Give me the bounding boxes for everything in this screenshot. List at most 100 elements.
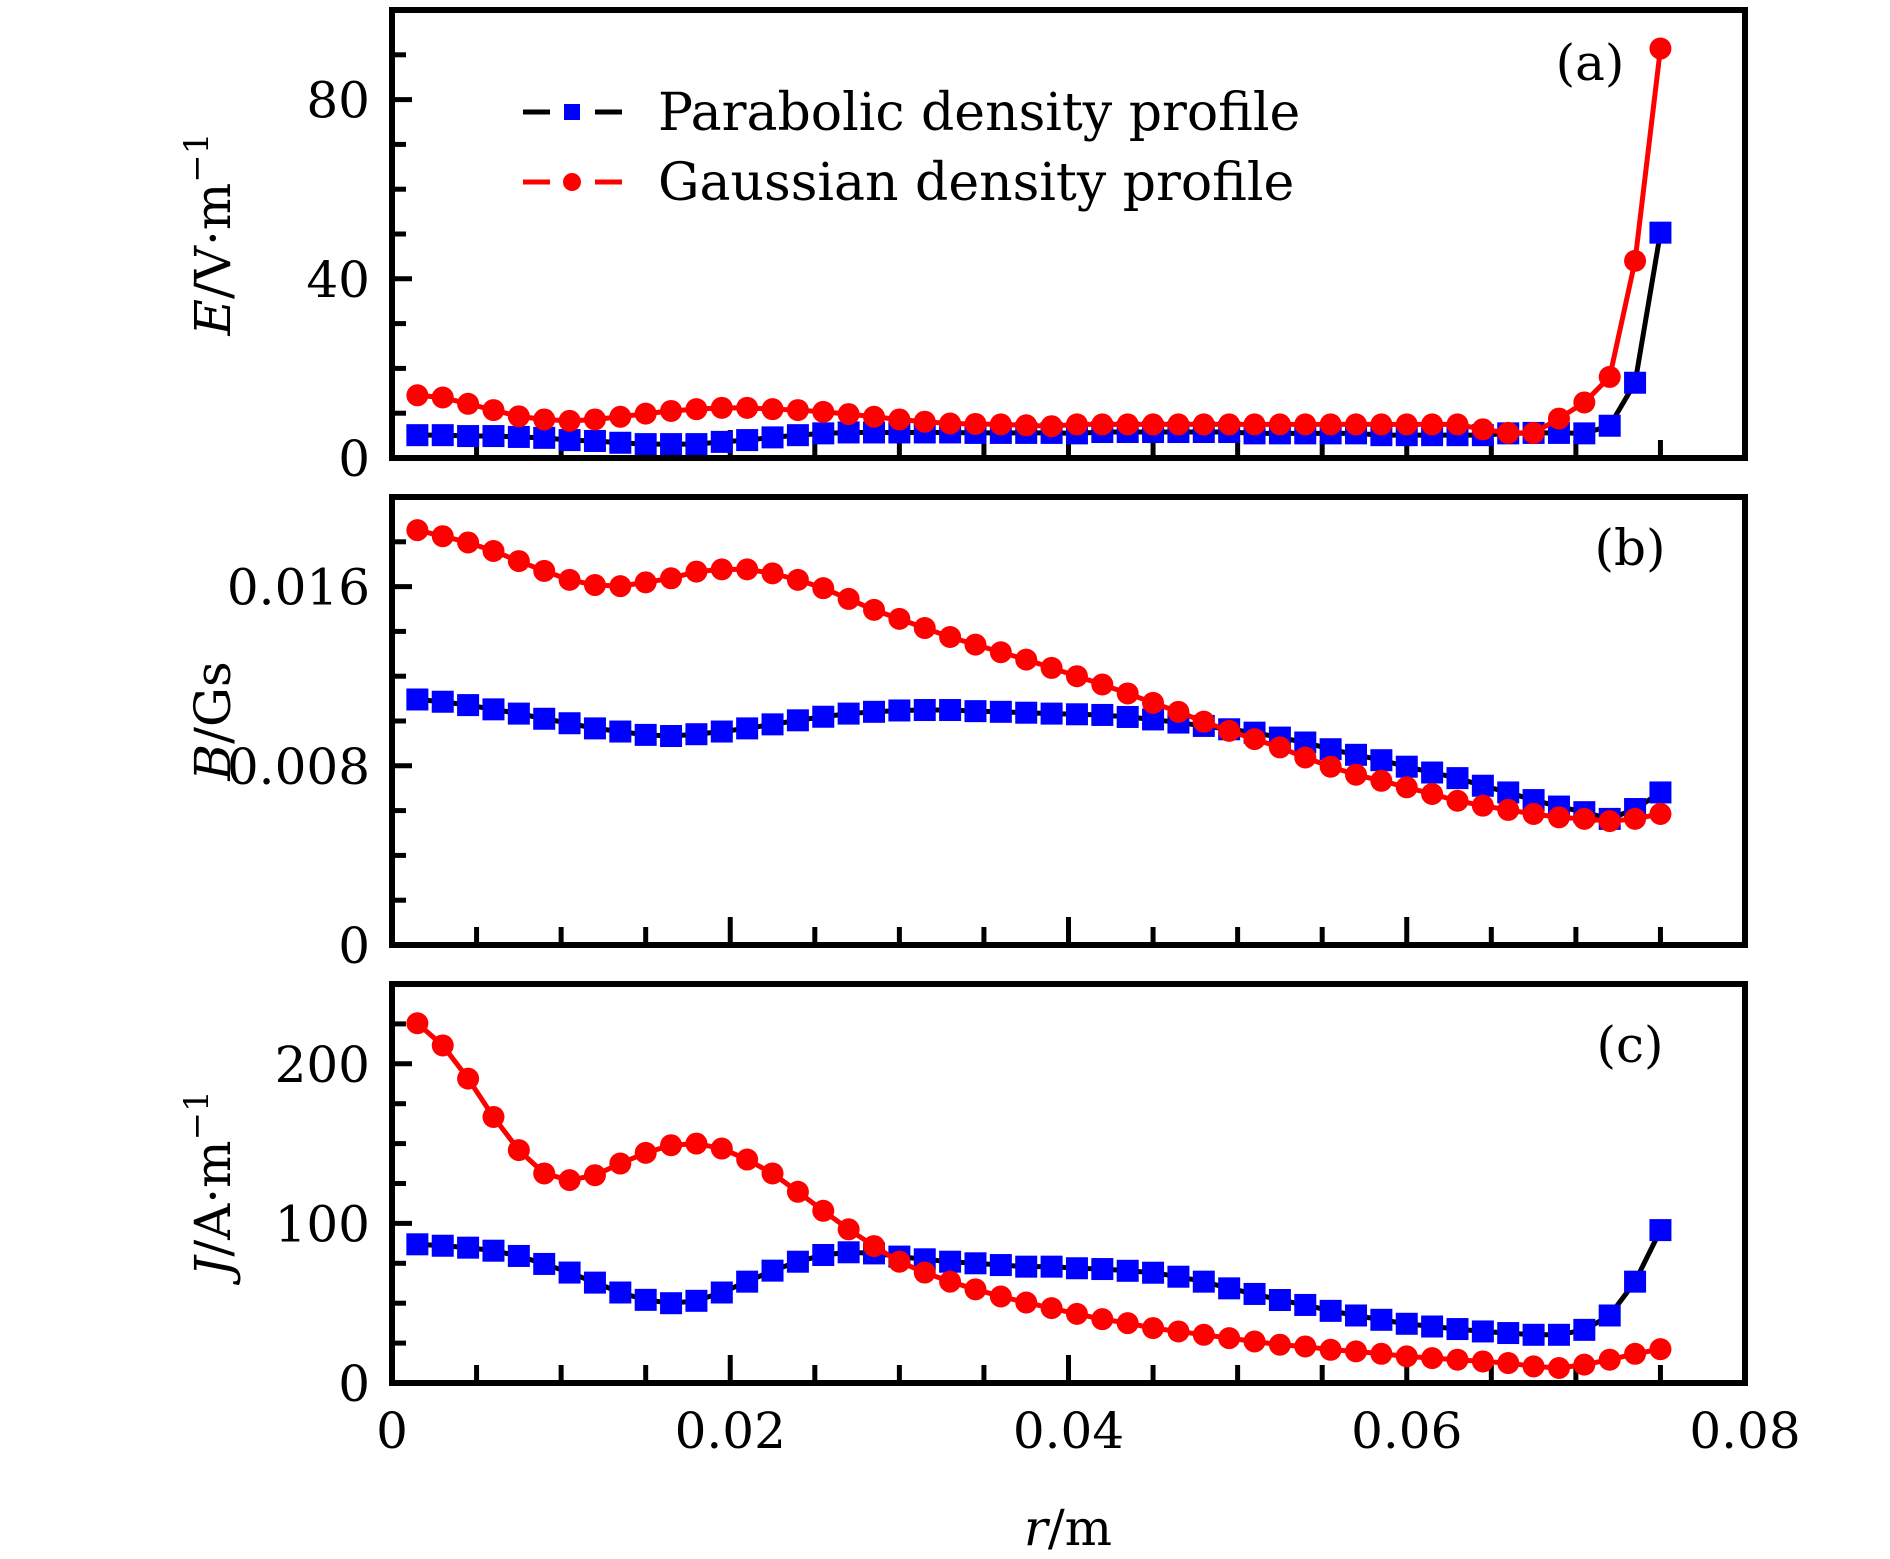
data-point-circle (1142, 691, 1165, 714)
data-point-circle (431, 1034, 454, 1057)
data-point-square (1421, 1315, 1444, 1338)
y-axis-label: B/Gs (184, 661, 242, 781)
y-axis-label: J/A·m−1 (177, 1090, 242, 1285)
data-point-circle (1065, 413, 1088, 436)
data-point-circle (1116, 682, 1139, 705)
data-point-square (482, 1239, 505, 1262)
panel-label: (a) (1556, 34, 1625, 92)
data-point-square (431, 424, 454, 447)
legend-entry: Gaussian density profile (523, 153, 1294, 213)
data-point-circle (989, 1285, 1012, 1308)
data-point-circle (660, 1134, 683, 1157)
data-point-circle (1624, 1342, 1647, 1365)
data-point-square (634, 433, 657, 456)
data-point-square (431, 690, 454, 713)
data-point-circle (1294, 1335, 1317, 1358)
data-point-circle (1243, 728, 1266, 751)
y-tick-label: 0 (338, 917, 370, 975)
data-point-circle (1573, 1353, 1596, 1376)
plot-frame (389, 7, 1748, 461)
data-point-square (710, 430, 733, 453)
data-point-circle (482, 399, 505, 422)
data-point-circle (964, 412, 987, 435)
data-point-square (583, 1271, 606, 1294)
legend-label: Gaussian density profile (658, 153, 1294, 213)
data-point-circle (1116, 413, 1139, 436)
data-point-square (736, 429, 759, 452)
data-point-circle (1624, 249, 1647, 272)
legend: Parabolic density profile Gaussian densit… (523, 83, 1300, 213)
data-point-circle (406, 519, 429, 542)
data-point-square (1573, 422, 1596, 445)
data-point-square (1015, 1255, 1038, 1278)
data-point-square (786, 709, 809, 732)
data-point-circle (583, 1164, 606, 1187)
data-point-circle (1319, 1338, 1342, 1361)
data-point-circle (913, 410, 936, 433)
data-point-circle (1471, 418, 1494, 441)
y-tick-label: 0.016 (227, 559, 370, 617)
data-point-circle (1421, 783, 1444, 806)
data-point-square (812, 1244, 835, 1267)
data-point-circle (1268, 736, 1291, 759)
data-point-square (837, 421, 860, 444)
data-point-circle (837, 587, 860, 610)
data-point-circle (989, 413, 1012, 436)
data-point-circle (507, 405, 530, 428)
y-axis-exponent: −1 (177, 1090, 217, 1140)
data-point-circle (1142, 1317, 1165, 1340)
data-point-square (736, 717, 759, 740)
data-point-circle (558, 409, 581, 432)
data-point-circle (1649, 1338, 1672, 1361)
data-point-circle (786, 568, 809, 591)
y-axis-unit: /A·m (184, 1140, 242, 1256)
data-point-square (1547, 1323, 1570, 1346)
data-point-circle (660, 399, 683, 422)
data-point-circle (1370, 769, 1393, 792)
data-point-square (1167, 1265, 1190, 1288)
data-point-circle (431, 525, 454, 548)
y-tick-label: 200 (275, 1036, 370, 1094)
data-point-circle (1649, 37, 1672, 60)
data-point-circle (634, 1141, 657, 1164)
data-point-circle (1471, 794, 1494, 817)
data-point-circle (507, 550, 530, 573)
data-point-circle (406, 1012, 429, 1035)
data-point-circle (863, 598, 886, 621)
data-point-square (507, 1244, 530, 1267)
data-point-square (761, 1259, 784, 1282)
data-point-square (1649, 1219, 1672, 1242)
data-point-square (1040, 1255, 1063, 1278)
data-point-circle (1370, 413, 1393, 436)
data-point-circle (1015, 1291, 1038, 1314)
x-axis-variable: r (1024, 1499, 1051, 1557)
data-point-circle (1446, 789, 1469, 812)
data-point-square (1345, 1304, 1368, 1327)
data-point-square (1294, 1293, 1317, 1316)
legend-entry: Parabolic density profile (523, 83, 1300, 143)
data-point-square (964, 1252, 987, 1275)
data-point-circle (863, 1235, 886, 1258)
data-point-circle (1243, 413, 1266, 436)
data-point-square (1497, 1322, 1520, 1345)
x-tick-label: 0.04 (1013, 1402, 1124, 1460)
data-point-circle (786, 1180, 809, 1203)
data-point-circle (710, 396, 733, 419)
data-point-circle (1547, 806, 1570, 829)
data-point-square (1649, 221, 1672, 244)
data-point-circle (1116, 1312, 1139, 1335)
data-point-square (837, 1241, 860, 1264)
data-point-square (507, 702, 530, 725)
data-point-circle (685, 398, 708, 421)
data-point-circle (761, 398, 784, 421)
legend-marker-circle (563, 173, 581, 191)
data-point-circle (989, 641, 1012, 664)
data-point-circle (1167, 413, 1190, 436)
data-point-circle (1345, 413, 1368, 436)
data-point-circle (1395, 776, 1418, 799)
data-point-circle (1319, 413, 1342, 436)
data-point-square (1065, 1257, 1088, 1280)
data-point-circle (1192, 710, 1215, 733)
data-point-circle (1624, 807, 1647, 830)
data-point-square (989, 700, 1012, 723)
